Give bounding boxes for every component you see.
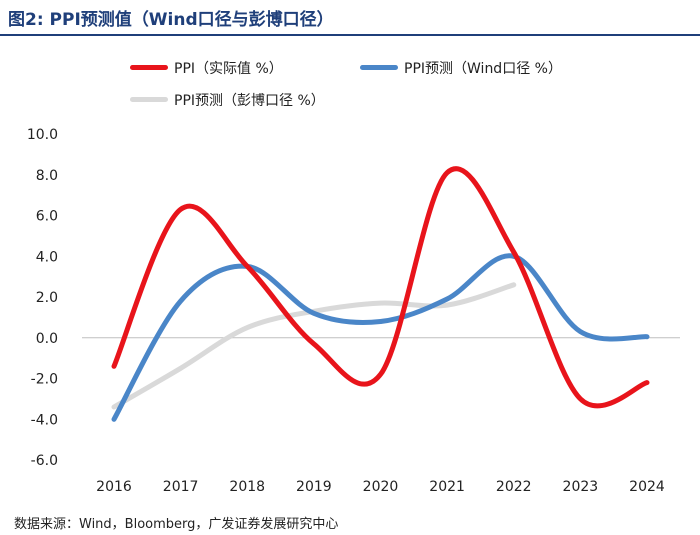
x-tick-label: 2019 [296,479,332,495]
x-tick-label: 2020 [363,479,399,495]
x-tick-label: 2024 [629,479,665,495]
legend-swatch-ppi-actual [130,64,168,70]
y-tick-label: -4.0 [31,412,58,428]
y-tick-label: 10.0 [27,127,58,143]
legend-label-ppi-wind: PPI预测（Wind口径 %） [404,61,562,77]
legend-swatch-ppi-bloomberg [130,96,168,102]
y-tick-label: 6.0 [36,209,58,225]
y-tick-label: 8.0 [36,168,58,184]
y-tick-label: -2.0 [31,372,58,388]
x-axis-ticks: 2016 2017 2018 2019 2020 2021 2022 2023 2024 [96,479,665,495]
x-tick-label: 2022 [496,479,532,495]
y-tick-label: 0.0 [36,331,58,347]
y-tick-label: 4.0 [36,249,58,265]
x-tick-label: 2021 [429,479,465,495]
legend-swatch-ppi-wind [360,64,398,70]
series-line-ppi-actual [111,166,650,409]
legend-item-ppi-wind: PPI预测（Wind口径 %） [360,58,562,78]
figure-title: 图2: PPI预测值（Wind口径与彭博口径） [8,10,334,30]
series-line-ppi-wind [111,253,650,422]
legend-item-ppi-actual: PPI（实际值 %） [130,58,283,78]
y-tick-label: -6.0 [31,453,58,469]
x-tick-label: 2023 [563,479,599,495]
series-lines [111,166,650,422]
legend-label-ppi-bloomberg: PPI预测（彭博口径 %） [174,93,325,109]
x-tick-label: 2016 [96,479,132,495]
x-tick-label: 2017 [163,479,199,495]
title-bar: 图2: PPI预测值（Wind口径与彭博口径） [0,0,700,36]
y-axis-ticks: 10.0 8.0 6.0 4.0 2.0 0.0 -2.0 -4.0 -6.0 [27,127,58,469]
y-tick-label: 2.0 [36,290,58,306]
legend-item-ppi-bloomberg: PPI预测（彭博口径 %） [130,90,325,110]
x-tick-label: 2018 [229,479,265,495]
source-note: 数据来源：Wind，Bloomberg，广发证券发展研究中心 [14,517,339,532]
legend-label-ppi-actual: PPI（实际值 %） [174,61,283,77]
